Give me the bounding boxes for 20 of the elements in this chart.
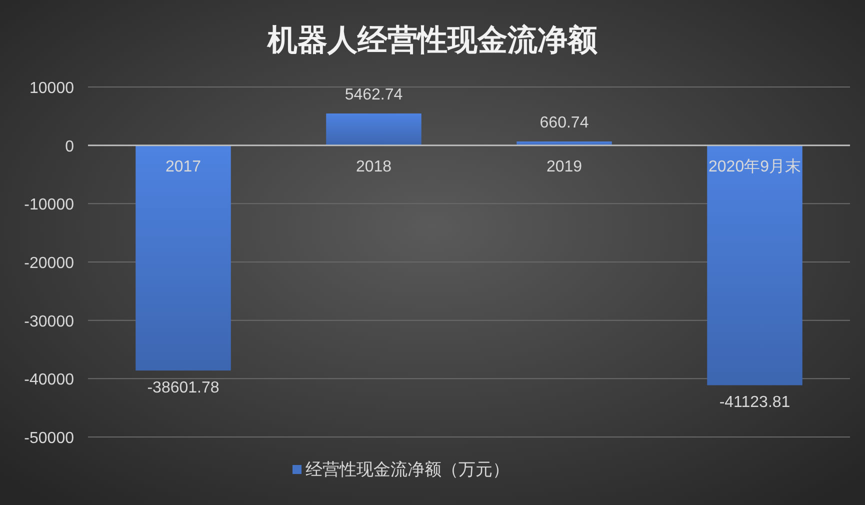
data-label: 660.74 (540, 114, 589, 132)
y-tick-label: 0 (65, 138, 74, 156)
y-tick-label: -40000 (24, 372, 74, 389)
bar (707, 145, 802, 386)
data-label: -38601.78 (147, 380, 220, 397)
legend-label: 经营性现金流净额（万元） (306, 460, 510, 479)
x-tick-label: 2019 (546, 158, 582, 176)
data-label: -41123.81 (719, 394, 790, 412)
y-tick-label: -10000 (24, 196, 74, 214)
x-tick-label: 2018 (356, 158, 392, 176)
bar (136, 145, 231, 371)
y-tick-label: 10000 (30, 80, 74, 97)
chart-title: 机器人经营性现金流净额 (266, 23, 598, 57)
y-tick-label: -30000 (24, 313, 74, 330)
bar (326, 113, 422, 146)
y-tick-label: -20000 (24, 255, 74, 272)
x-tick-label: 2017 (165, 158, 202, 176)
data-label: 5462.74 (344, 86, 403, 104)
x-tick-label: 2020年9月末 (708, 157, 801, 176)
y-tick-label: -50000 (24, 430, 74, 447)
